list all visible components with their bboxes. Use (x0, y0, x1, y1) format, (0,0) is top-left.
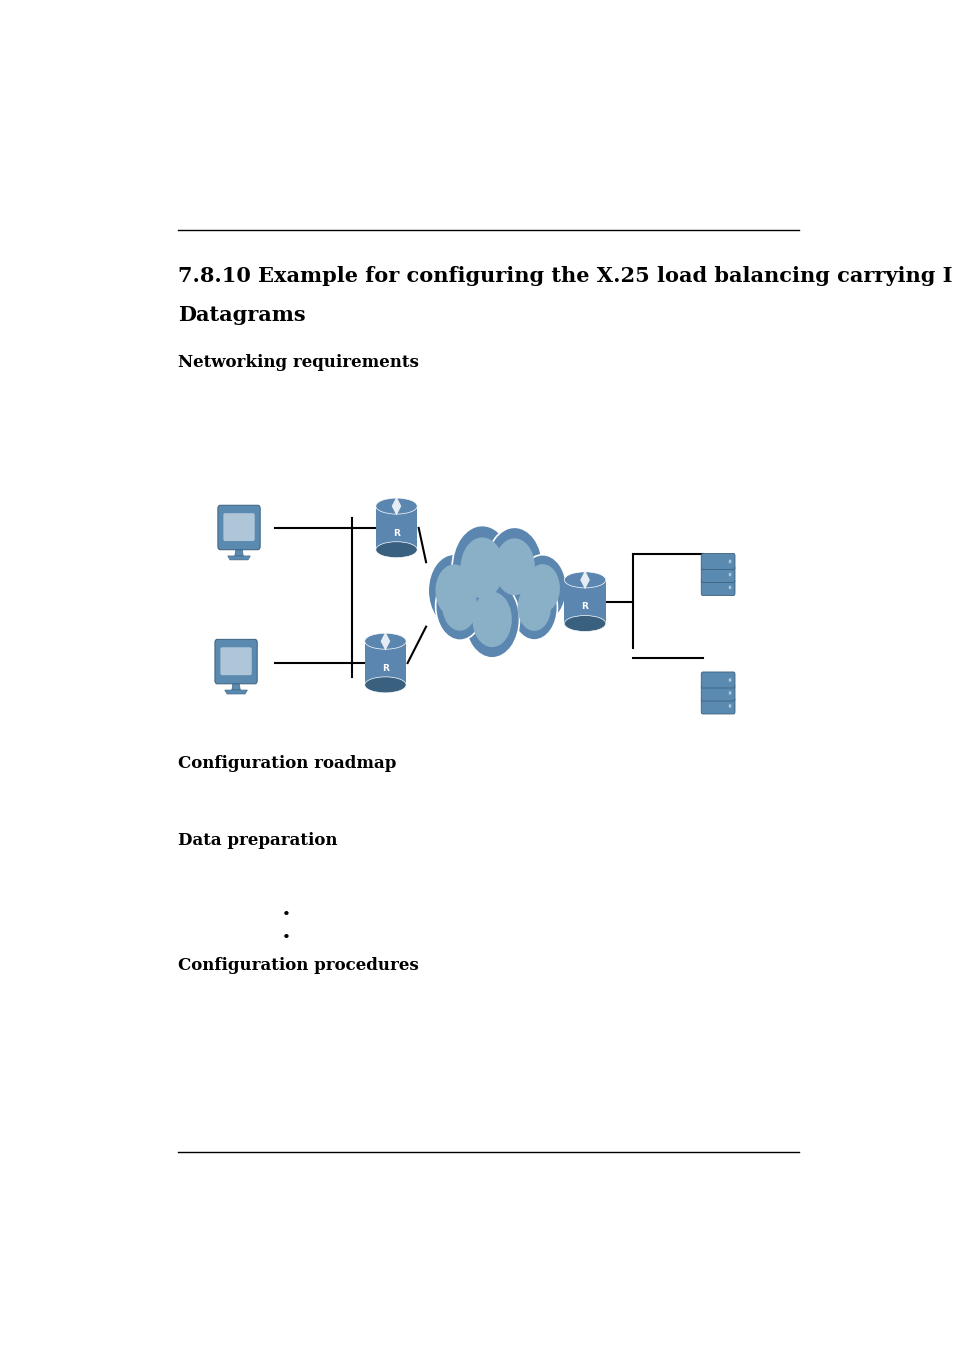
Circle shape (436, 572, 483, 640)
FancyBboxPatch shape (700, 672, 734, 688)
Text: R: R (393, 529, 399, 537)
Polygon shape (225, 690, 247, 694)
FancyBboxPatch shape (700, 579, 734, 595)
Circle shape (435, 564, 473, 617)
Text: 7.8.10 Example for configuring the X.25 load balancing carrying IP: 7.8.10 Example for configuring the X.25 … (178, 266, 953, 286)
Circle shape (728, 678, 731, 682)
Text: Datagrams: Datagrams (178, 305, 306, 325)
Circle shape (728, 572, 731, 576)
Circle shape (452, 525, 512, 610)
Circle shape (464, 580, 519, 657)
Text: Configuration procedures: Configuration procedures (178, 957, 418, 975)
Circle shape (728, 586, 731, 590)
Text: Data preparation: Data preparation (178, 833, 337, 849)
Polygon shape (228, 556, 250, 560)
Circle shape (486, 528, 542, 606)
Circle shape (518, 555, 566, 622)
Circle shape (728, 560, 731, 563)
FancyBboxPatch shape (214, 640, 257, 684)
Circle shape (494, 539, 535, 595)
Polygon shape (380, 632, 390, 651)
FancyBboxPatch shape (217, 505, 260, 549)
Circle shape (472, 591, 512, 647)
Ellipse shape (364, 633, 406, 649)
Polygon shape (564, 580, 605, 624)
Polygon shape (579, 571, 589, 589)
Text: R: R (381, 664, 389, 672)
Circle shape (517, 585, 551, 630)
Polygon shape (232, 680, 240, 690)
Ellipse shape (564, 616, 605, 632)
Ellipse shape (564, 572, 605, 587)
Text: •: • (282, 909, 291, 922)
FancyBboxPatch shape (220, 647, 252, 675)
Circle shape (728, 691, 731, 695)
Polygon shape (234, 547, 243, 556)
FancyBboxPatch shape (700, 554, 734, 570)
Polygon shape (364, 641, 406, 684)
Text: Networking requirements: Networking requirements (178, 354, 418, 371)
FancyBboxPatch shape (700, 684, 734, 701)
Circle shape (525, 564, 559, 613)
FancyBboxPatch shape (223, 513, 254, 541)
Circle shape (428, 554, 479, 628)
Circle shape (442, 582, 476, 630)
Circle shape (460, 537, 503, 598)
Circle shape (728, 705, 731, 707)
Ellipse shape (364, 676, 406, 693)
Circle shape (511, 575, 557, 640)
Ellipse shape (375, 498, 416, 514)
FancyBboxPatch shape (700, 698, 734, 714)
FancyBboxPatch shape (700, 567, 734, 582)
Polygon shape (375, 506, 416, 549)
Polygon shape (392, 497, 401, 516)
Text: R: R (581, 602, 588, 612)
Ellipse shape (375, 541, 416, 558)
Text: Configuration roadmap: Configuration roadmap (178, 755, 396, 771)
Text: •: • (282, 931, 291, 945)
